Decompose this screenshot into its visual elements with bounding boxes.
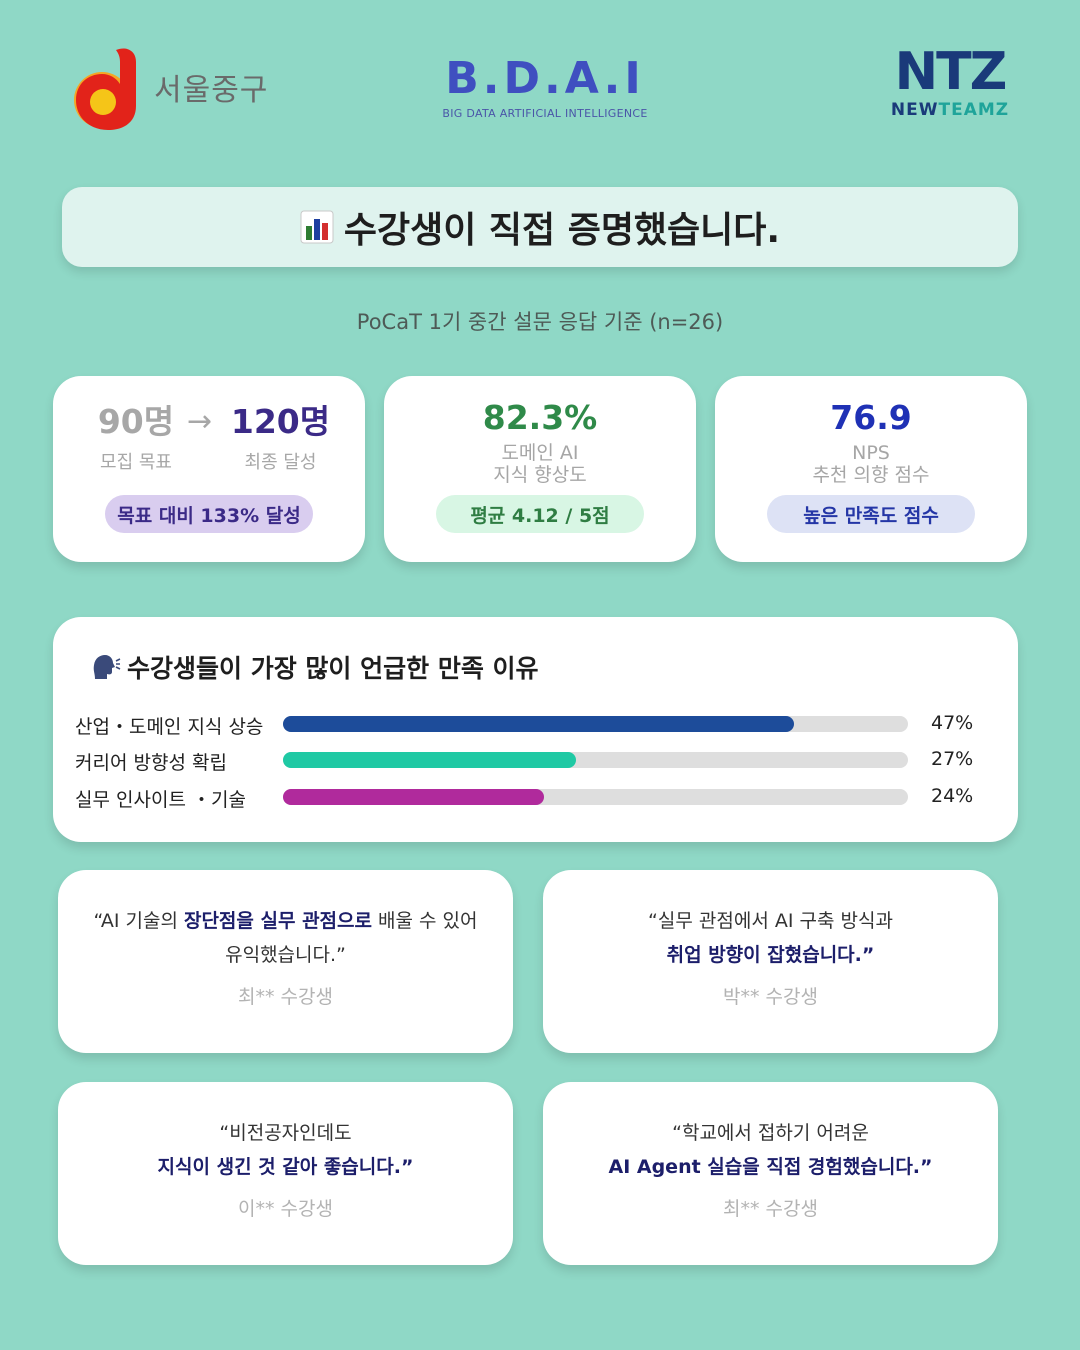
reason-bar-fill [283, 716, 794, 732]
reason-bar-row: 커리어 방향성 확립 27% [53, 746, 1018, 774]
seoul-junggu-logo: 서울중구 [70, 42, 280, 132]
domain-improvement-label: 도메인 AI 지식 향상도 [384, 442, 696, 486]
reason-label: 실무 인사이트 ・기술 [75, 785, 246, 812]
domain-stat-card: 82.3% 도메인 AI 지식 향상도 평균 4.12 / 5점 [384, 376, 696, 562]
recruit-final-value: 120명 [223, 402, 338, 442]
reason-label: 산업・도메인 지식 상승 [75, 712, 263, 739]
testimonial-card: “학교에서 접하기 어려운 AI Agent 실습을 직접 경험했습니다.” 최… [543, 1082, 998, 1265]
recruit-final-label: 최종 달성 [223, 448, 338, 474]
nps-value: 76.9 [715, 398, 1027, 438]
satisfaction-reasons-title: 수강생들이 가장 많이 언급한 만족 이유 [91, 649, 539, 685]
newteamz-logo: NTZ NEWTEAMZ [880, 44, 1020, 129]
recruit-final: 120명 최종 달성 [223, 402, 338, 474]
newteamz-logo-subtext: NEWTEAMZ [880, 100, 1020, 120]
bdai-logo-subtext: BIG DATA ARTIFICIAL INTELLIGENCE [430, 107, 660, 120]
reason-bar-track [283, 716, 908, 732]
nps-label: NPS 추천 의향 점수 [715, 442, 1027, 486]
testimonial-card: “AI 기술의 장단점을 실무 관점으로 배울 수 있어 유익했습니다.” 최*… [58, 870, 513, 1053]
reason-bar-track [283, 752, 908, 768]
page-title: 수강생이 직접 증명했습니다. [344, 201, 780, 253]
reason-bar-track [283, 789, 908, 805]
reason-label: 커리어 방향성 확립 [75, 748, 227, 775]
speaking-head-icon [91, 653, 121, 681]
testimonial-author: 박** 수강생 [543, 982, 998, 1009]
seoul-junggu-logo-text: 서울중구 [154, 65, 268, 109]
survey-basis-caption: PoCaT 1기 중간 설문 응답 기준 (n=26) [0, 306, 1080, 336]
reason-percent: 24% [931, 785, 973, 807]
satisfaction-reasons-title-text: 수강생들이 가장 많이 언급한 만족 이유 [127, 649, 539, 685]
recruit-target: 90명 모집 목표 [91, 402, 181, 474]
reason-bar-fill [283, 752, 576, 768]
reason-bar-row: 실무 인사이트 ・기술 24% [53, 783, 1018, 811]
nps-stat-card: 76.9 NPS 추천 의향 점수 높은 만족도 점수 [715, 376, 1027, 562]
testimonial-text: “비전공자인데도 지식이 생긴 것 같아 좋습니다.” [58, 1116, 513, 1184]
testimonial-author: 이** 수강생 [58, 1194, 513, 1221]
bdai-logo-text: B.D.A.I [430, 55, 660, 103]
arrow-right-icon: → [187, 404, 212, 439]
satisfaction-reasons-card: 수강생들이 가장 많이 언급한 만족 이유 산업・도메인 지식 상승 47% 커… [53, 617, 1018, 842]
reason-bar-row: 산업・도메인 지식 상승 47% [53, 710, 1018, 738]
testimonial-text: “학교에서 접하기 어려운 AI Agent 실습을 직접 경험했습니다.” [543, 1116, 998, 1184]
reason-bar-fill [283, 789, 544, 805]
testimonial-text: “실무 관점에서 AI 구축 방식과 취업 방향이 잡혔습니다.” [543, 904, 998, 972]
recruit-stat-card: 90명 모집 목표 → 120명 최종 달성 목표 대비 133% 달성 [53, 376, 365, 562]
recruit-achievement-badge: 목표 대비 133% 달성 [105, 495, 313, 533]
reason-percent: 47% [931, 712, 973, 734]
title-banner: 수강생이 직접 증명했습니다. [62, 187, 1018, 267]
newteamz-logo-text: NTZ [880, 44, 1020, 100]
recruit-target-value: 90명 [91, 402, 181, 442]
testimonial-author: 최** 수강생 [58, 982, 513, 1009]
bar-chart-icon [300, 210, 334, 244]
reason-percent: 27% [931, 748, 973, 770]
testimonial-text: “AI 기술의 장단점을 실무 관점으로 배울 수 있어 유익했습니다.” [58, 904, 513, 972]
nps-label-line2: 추천 의향 점수 [715, 464, 1027, 486]
domain-label-line1: 도메인 AI [384, 442, 696, 464]
testimonial-author: 최** 수강생 [543, 1194, 998, 1221]
domain-label-line2: 지식 향상도 [384, 464, 696, 486]
nps-label-line1: NPS [715, 442, 1027, 464]
testimonial-card: “실무 관점에서 AI 구축 방식과 취업 방향이 잡혔습니다.” 박** 수강… [543, 870, 998, 1053]
domain-average-badge: 평균 4.12 / 5점 [436, 495, 644, 533]
testimonial-card: “비전공자인데도 지식이 생긴 것 같아 좋습니다.” 이** 수강생 [58, 1082, 513, 1265]
seoul-junggu-logo-icon [70, 44, 140, 130]
recruit-target-label: 모집 목표 [91, 448, 181, 474]
nps-satisfaction-badge: 높은 만족도 점수 [767, 495, 975, 533]
recruit-comparison: 90명 모집 목표 → 120명 최종 달성 [53, 402, 365, 482]
domain-improvement-value: 82.3% [384, 398, 696, 438]
bdai-logo: B.D.A.I BIG DATA ARTIFICIAL INTELLIGENCE [430, 55, 660, 125]
